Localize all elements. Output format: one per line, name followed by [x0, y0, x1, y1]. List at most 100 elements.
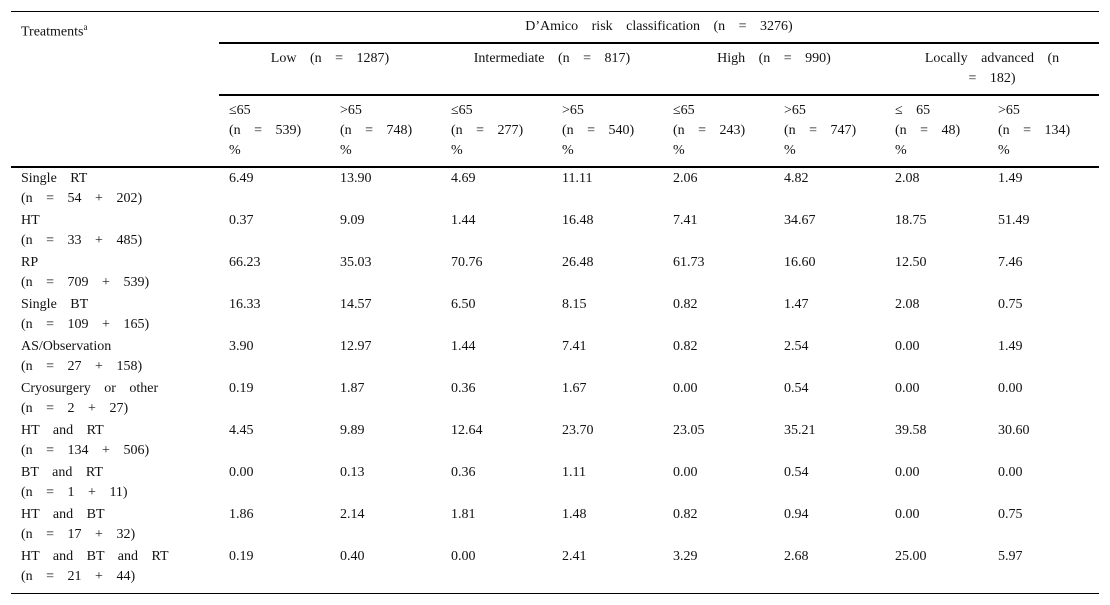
treatment-name: HT and BT and RT	[21, 549, 169, 564]
cell-value: 35.21	[784, 423, 816, 438]
column-n: (n = 747)	[784, 123, 857, 138]
cell-value: 0.00	[451, 549, 476, 564]
treatment-n: (n = 21 + 44)	[21, 569, 136, 584]
cell-value: 2.08	[895, 297, 920, 312]
cell-value: 0.82	[673, 339, 698, 354]
footnote-mark: a	[83, 22, 88, 32]
treatment-name: HT and RT	[21, 423, 104, 438]
cell-value: 1.47	[784, 297, 809, 312]
cell-value: 4.45	[229, 423, 254, 438]
cell-value: 0.00	[673, 465, 698, 480]
column-age: >65	[784, 103, 806, 118]
header-rule	[11, 166, 1099, 168]
cell-value: 0.37	[229, 213, 254, 228]
column-unit: %	[673, 143, 685, 158]
cell-value: 1.11	[562, 465, 586, 480]
group-title: D’Amico risk classification (n = 3276)	[525, 19, 793, 34]
cell-value: 0.82	[673, 507, 698, 522]
cell-value: 66.23	[229, 255, 261, 270]
column-unit: %	[340, 143, 352, 158]
cell-value: 9.09	[340, 213, 365, 228]
cell-value: 1.48	[562, 507, 587, 522]
cell-value: 23.05	[673, 423, 705, 438]
cell-value: 7.41	[673, 213, 698, 228]
cell-value: 0.40	[340, 549, 365, 564]
cell-value: 0.00	[895, 381, 920, 396]
treatment-name: HT	[21, 213, 40, 228]
cell-value: 2.06	[673, 171, 698, 186]
cell-value: 1.44	[451, 339, 476, 354]
group-label: High (n = 990)	[717, 51, 831, 66]
column-n: (n = 748)	[340, 123, 413, 138]
column-n: (n = 48)	[895, 123, 961, 138]
cell-value: 12.64	[451, 423, 483, 438]
subgroup-rule	[219, 94, 1099, 96]
cell-value: 61.73	[673, 255, 705, 270]
cell-value: 0.00	[998, 465, 1023, 480]
group-rule	[219, 42, 1099, 44]
cell-value: 1.49	[998, 339, 1023, 354]
cell-value: 1.86	[229, 507, 254, 522]
cell-value: 1.81	[451, 507, 476, 522]
treatment-name: Single BT	[21, 297, 89, 312]
column-unit: %	[784, 143, 796, 158]
group-label: Intermediate (n = 817)	[473, 51, 631, 66]
treatment-name: HT and BT	[21, 507, 105, 522]
cell-value: 4.69	[451, 171, 476, 186]
treatment-name: AS/Observation	[21, 339, 112, 354]
cell-value: 0.75	[998, 507, 1023, 522]
cell-value: 34.67	[784, 213, 816, 228]
treatment-name: BT and RT	[21, 465, 103, 480]
cell-value: 1.49	[998, 171, 1023, 186]
treatment-n: (n = 27 + 158)	[21, 359, 143, 374]
cell-value: 16.33	[229, 297, 261, 312]
cell-value: 0.00	[895, 465, 920, 480]
treatment-n: (n = 109 + 165)	[21, 317, 150, 332]
cell-value: 0.54	[784, 381, 809, 396]
column-unit: %	[451, 143, 463, 158]
treatment-name: Cryosurgery or other	[21, 381, 159, 396]
group-label: Low (n = 1287)	[270, 51, 390, 66]
cell-value: 16.48	[562, 213, 594, 228]
cell-value: 5.97	[998, 549, 1023, 564]
cell-value: 14.57	[340, 297, 372, 312]
cell-value: 4.82	[784, 171, 809, 186]
top-rule	[11, 11, 1099, 12]
cell-value: 12.97	[340, 339, 372, 354]
treatment-name: Single RT	[21, 171, 88, 186]
treatment-n: (n = 2 + 27)	[21, 401, 129, 416]
cell-value: 0.19	[229, 381, 254, 396]
cell-value: 1.44	[451, 213, 476, 228]
cell-value: 1.67	[562, 381, 587, 396]
cell-value: 2.14	[340, 507, 365, 522]
cell-value: 0.94	[784, 507, 809, 522]
cell-value: 6.50	[451, 297, 476, 312]
cell-value: 0.00	[895, 339, 920, 354]
column-n: (n = 540)	[562, 123, 635, 138]
column-n: (n = 243)	[673, 123, 746, 138]
treatment-n: (n = 54 + 202)	[21, 191, 143, 206]
cell-value: 16.60	[784, 255, 816, 270]
treatment-n: (n = 1 + 11)	[21, 485, 128, 500]
cell-value: 1.87	[340, 381, 365, 396]
cell-value: 25.00	[895, 549, 927, 564]
treatment-n: (n = 134 + 506)	[21, 443, 150, 458]
cell-value: 0.00	[895, 507, 920, 522]
bottom-rule	[11, 593, 1099, 594]
cell-value: 35.03	[340, 255, 372, 270]
treatment-n: (n = 33 + 485)	[21, 233, 143, 248]
treatment-n: (n = 17 + 32)	[21, 527, 136, 542]
cell-value: 11.11	[562, 171, 593, 186]
cell-value: 18.75	[895, 213, 927, 228]
cell-value: 0.36	[451, 381, 476, 396]
cell-value: 0.00	[998, 381, 1023, 396]
cell-value: 26.48	[562, 255, 594, 270]
cell-value: 8.15	[562, 297, 587, 312]
cell-value: 6.49	[229, 171, 254, 186]
cell-value: 3.29	[673, 549, 698, 564]
column-age: >65	[562, 103, 584, 118]
cell-value: 39.58	[895, 423, 927, 438]
cell-value: 2.41	[562, 549, 587, 564]
column-age: ≤65	[673, 103, 695, 118]
